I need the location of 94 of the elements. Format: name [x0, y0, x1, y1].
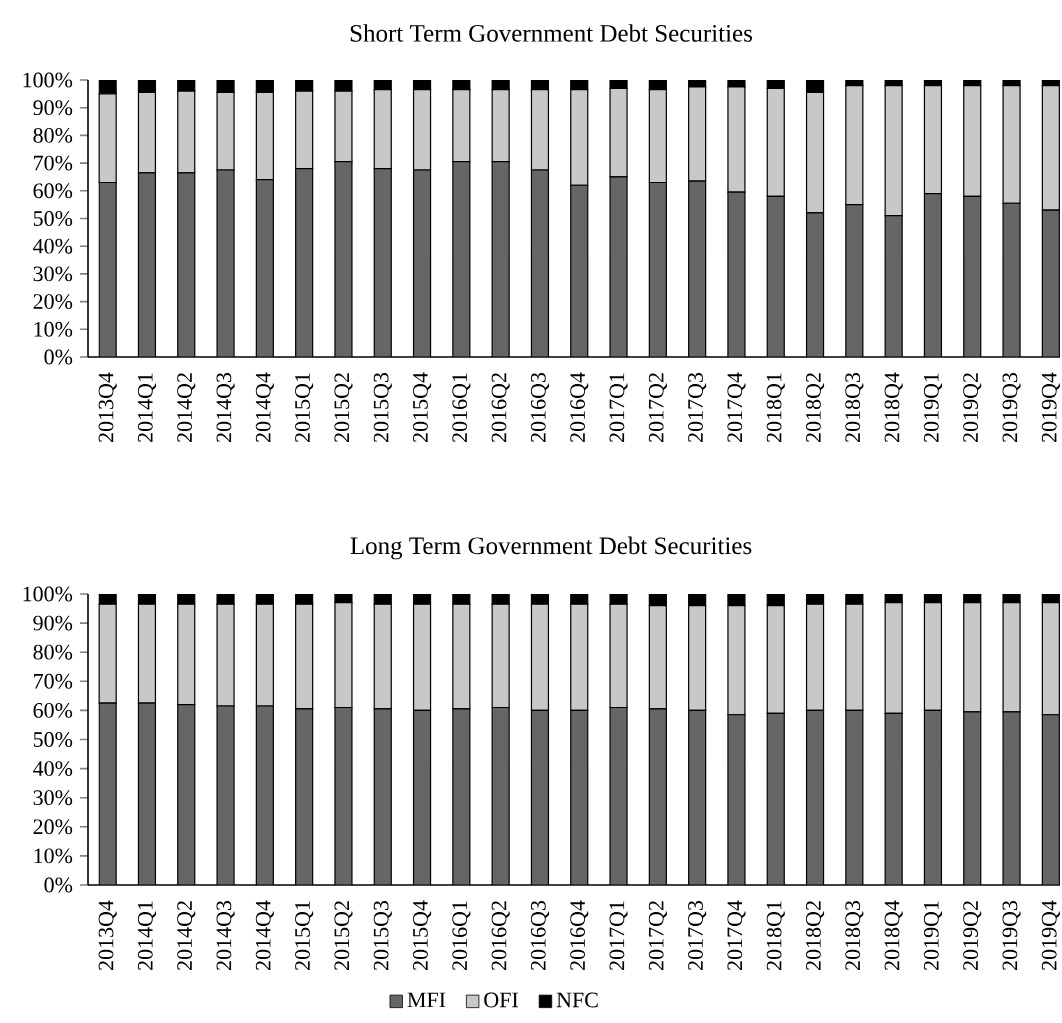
x-tick-label: 2017Q3 — [688, 900, 707, 970]
x-tick-label: 2014Q3 — [216, 372, 235, 442]
x-tick-label: 2014Q1 — [137, 901, 157, 970]
x-tick-label: 2018Q3 — [845, 372, 864, 442]
x-tick-label: 2018Q4 — [884, 372, 903, 442]
bar — [648, 708, 667, 885]
x-tick-label: 2014Q3 — [216, 900, 235, 970]
y-tick-label: 80% — [33, 644, 73, 660]
bar — [98, 702, 117, 885]
y-tick-label: 60% — [33, 702, 73, 718]
y-tick-label: 50% — [33, 732, 73, 747]
bar — [255, 705, 274, 885]
x-tick-label: 2018Q1 — [766, 901, 785, 970]
y-tick-label: 70% — [34, 155, 73, 171]
x-tick-label: 2019Q2 — [963, 901, 982, 970]
x-tick-label: 2016Q2 — [491, 901, 510, 970]
x-tick-label: 2019Q3 — [1002, 372, 1021, 442]
y-tick-label: 50% — [33, 211, 73, 226]
y-tick-label: 70% — [34, 673, 73, 689]
x-tick-label: 2017Q1 — [609, 373, 628, 442]
x-tick-label: 2019Q4 — [1041, 372, 1060, 442]
bar — [177, 703, 196, 885]
x-tick-label: 2019Q1 — [923, 901, 943, 970]
x-tick-label: 2017Q4 — [727, 900, 746, 970]
chart-title: Short Term Government Debt Securities — [350, 24, 752, 42]
x-tick-label: 2017Q2 — [648, 373, 667, 442]
y-tick-label: 40% — [33, 761, 73, 777]
y-tick-label: 10% — [34, 848, 73, 864]
x-tick-label: 2017Q4 — [727, 372, 746, 442]
y-tick-label: 0% — [44, 349, 73, 365]
y-tick-label: 30% — [33, 266, 73, 282]
x-tick-label: 2015Q2 — [334, 901, 353, 970]
x-tick-label: 2014Q4 — [255, 900, 274, 970]
y-tick-label: 0% — [44, 877, 73, 893]
x-tick-label: 2015Q4 — [412, 900, 432, 970]
x-tick-label: 2017Q3 — [688, 372, 707, 442]
bar — [963, 711, 982, 885]
legend-label: NFC — [556, 992, 598, 1008]
bar — [1041, 714, 1060, 885]
bar — [373, 708, 392, 885]
x-tick-label: 2014Q1 — [137, 373, 157, 442]
y-tick-label: 30% — [33, 790, 73, 806]
x-tick-label: 2016Q1 — [452, 901, 471, 970]
x-tick-label: 2015Q3 — [373, 372, 392, 442]
x-tick-label: 2017Q2 — [648, 901, 667, 970]
bar — [295, 708, 314, 885]
bar — [923, 709, 943, 885]
x-tick-label: 2015Q2 — [334, 373, 353, 442]
chart-title: Long Term Government Debt Securities — [350, 536, 752, 560]
x-tick-label: 2018Q2 — [805, 901, 825, 970]
y-tick-label: 90% — [33, 615, 73, 631]
x-tick-label: 2018Q1 — [766, 373, 785, 442]
x-tick-label: 2016Q4 — [570, 372, 589, 442]
x-tick-label: 2014Q2 — [177, 373, 196, 442]
x-tick-label: 2014Q2 — [177, 901, 196, 970]
x-tick-label: 2016Q2 — [491, 373, 510, 442]
y-tick-label: 20% — [33, 294, 73, 310]
x-tick-label: 2018Q2 — [805, 373, 825, 442]
x-tick-label: 2015Q1 — [295, 373, 314, 442]
x-tick-label: 2013Q4 — [98, 372, 117, 442]
x-tick-label: 2016Q4 — [570, 900, 589, 970]
x-tick-label: 2018Q3 — [845, 900, 864, 970]
y-tick-label: 80% — [33, 127, 73, 143]
x-tick-label: 2018Q4 — [884, 900, 903, 970]
x-tick-label: 2019Q3 — [1002, 900, 1021, 970]
bar — [805, 709, 825, 885]
x-tick-label: 2017Q1 — [609, 901, 628, 970]
x-tick-label: 2014Q4 — [255, 372, 274, 442]
y-tick-label: 60% — [33, 183, 73, 199]
y-tick-label: 40% — [33, 238, 73, 254]
bar — [688, 709, 707, 885]
bar — [845, 709, 864, 885]
y-tick-label: 90% — [33, 100, 73, 116]
y-tick-label: 100% — [23, 72, 73, 88]
legend-label: OFI — [484, 992, 519, 1008]
bar — [530, 709, 550, 885]
bar — [412, 709, 432, 885]
x-tick-label: 2019Q4 — [1041, 900, 1060, 970]
bar — [766, 712, 785, 885]
x-tick-label: 2016Q3 — [530, 372, 550, 442]
x-tick-label: 2016Q1 — [452, 373, 471, 442]
x-tick-label: 2015Q4 — [412, 372, 432, 442]
y-tick-label: 10% — [34, 321, 73, 337]
x-tick-label: 2019Q2 — [963, 373, 982, 442]
x-tick-label: 2015Q3 — [373, 900, 392, 970]
x-tick-label: 2013Q4 — [98, 900, 117, 970]
legend-label: MFI — [407, 992, 446, 1008]
x-tick-label: 2015Q1 — [295, 901, 314, 970]
y-tick-label: 100% — [23, 586, 73, 602]
bar — [137, 702, 157, 885]
bar — [570, 709, 589, 885]
y-tick-label: 20% — [33, 819, 73, 835]
x-tick-label: 2016Q3 — [530, 900, 550, 970]
x-tick-label: 2019Q1 — [923, 373, 943, 442]
